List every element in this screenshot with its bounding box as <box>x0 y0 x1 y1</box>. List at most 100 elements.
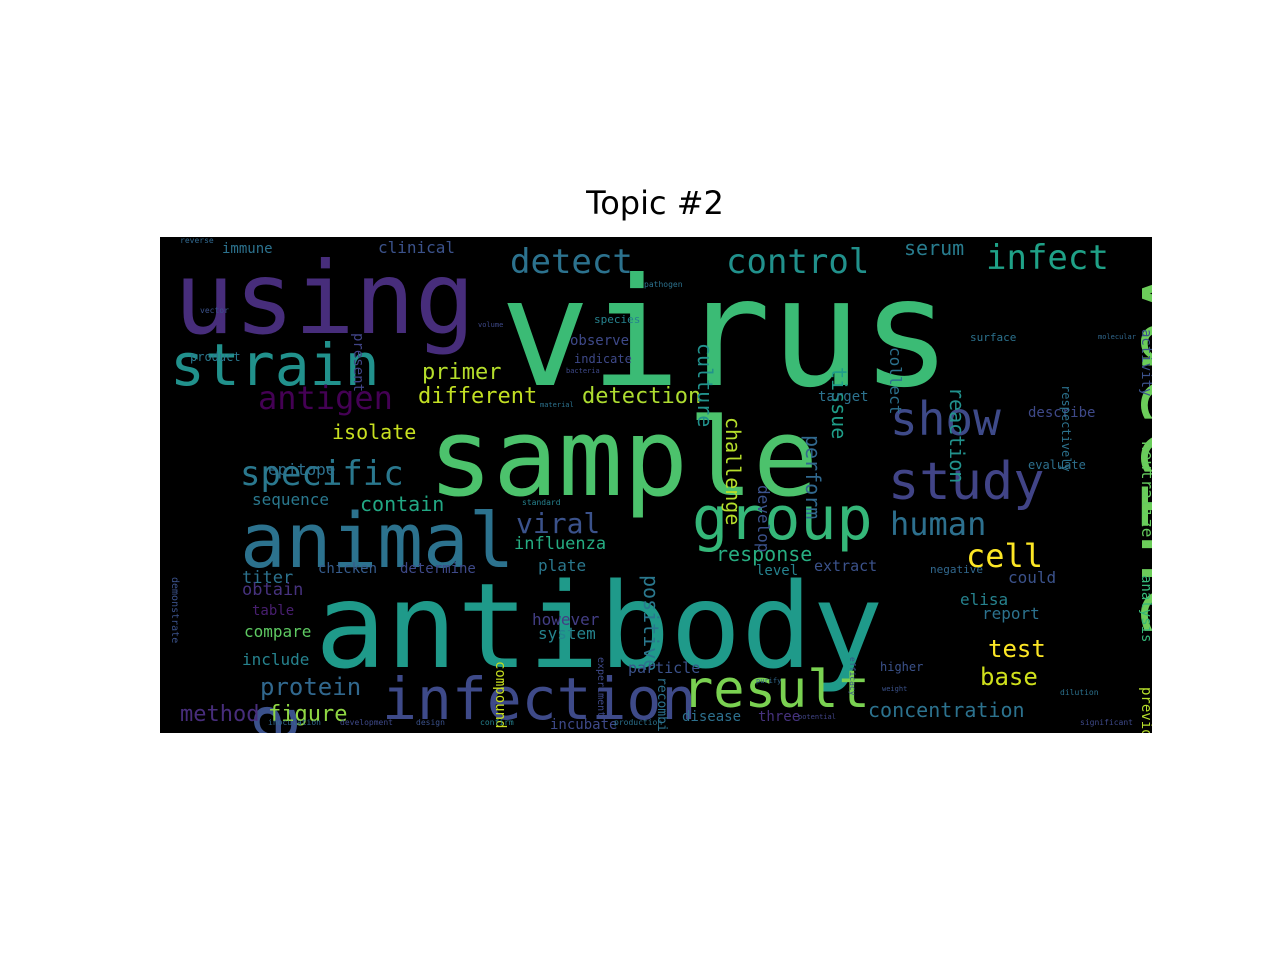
word-control: control <box>726 242 869 282</box>
word-pathogen: pathogen <box>644 280 683 289</box>
word-human: human <box>890 505 986 543</box>
word-detect: detect <box>510 242 633 282</box>
word-contain: contain <box>360 492 444 516</box>
word-develop: develop <box>754 485 773 552</box>
word-concentration: concentration <box>868 698 1025 722</box>
word-observe: observe <box>570 333 629 349</box>
word-base: base <box>980 663 1038 691</box>
word-analysis: analysis <box>1138 575 1152 642</box>
word-however: however <box>532 610 600 629</box>
word-virus: virus <box>500 247 952 421</box>
word-specific: specific <box>240 454 404 494</box>
word-table: table <box>252 603 294 619</box>
word-production: production <box>614 718 662 727</box>
word-antigen: antigen <box>258 379 393 417</box>
word-weight: weight <box>882 685 907 693</box>
word-influenza: influenza <box>514 534 606 554</box>
word-level: level <box>756 563 798 579</box>
word-reaction: reaction <box>945 387 969 483</box>
word-isolate: isolate <box>332 420 416 444</box>
word-system: system <box>538 624 596 643</box>
word-elisa: elisa <box>960 590 1008 609</box>
word-figure: figure <box>268 702 347 727</box>
word-respectively: respectively <box>1059 385 1073 472</box>
word-compound: compound <box>492 661 508 728</box>
word-development: development <box>340 718 393 727</box>
word-design: design <box>416 718 445 727</box>
word-strain: strain <box>170 331 380 399</box>
word-target: target <box>818 389 869 405</box>
word-obtain: obtain <box>242 580 303 600</box>
word-inoculation: inoculation <box>268 718 321 727</box>
word-study: study <box>888 452 1045 512</box>
word-negative: negative <box>930 563 983 576</box>
word-method: method <box>180 702 259 727</box>
word-could: could <box>1008 568 1056 587</box>
word-assay: assay <box>237 702 325 733</box>
word-incubate: incubate <box>550 717 617 733</box>
word-material: material <box>540 401 574 409</box>
word-titer: titer <box>242 568 293 588</box>
word-cell: cell <box>966 537 1043 575</box>
word-plate: plate <box>538 556 586 575</box>
word-antibody: antibody <box>315 557 883 695</box>
word-higher: higher <box>880 660 923 674</box>
word-extract: extract <box>814 557 877 575</box>
word-describe: describe <box>1028 405 1095 421</box>
word-response: response <box>716 542 812 566</box>
word-previously: previously <box>1138 687 1152 733</box>
word-volume: volume <box>478 321 503 329</box>
word-test: test <box>988 635 1046 663</box>
word-tissue: tissue <box>827 367 851 439</box>
word-different: different <box>418 384 537 409</box>
word-dilution: dilution <box>1060 688 1099 697</box>
word-group: group <box>692 484 873 554</box>
word-culture: culture <box>693 343 717 427</box>
word-report: report <box>982 604 1040 623</box>
word-indicate: indicate <box>574 352 632 366</box>
word-neutralize: neutralize <box>1138 441 1152 537</box>
word-detection: detection <box>582 384 701 409</box>
word-sample: sample <box>428 396 818 521</box>
word-sequence: sequence <box>252 490 329 509</box>
word-challenge: challenge <box>721 417 745 525</box>
word-species: species <box>594 313 640 326</box>
word-confirm: confirm <box>480 718 514 727</box>
word-infect: infect <box>986 238 1109 278</box>
word-determine: determine <box>400 561 476 577</box>
word-product: product <box>190 350 241 364</box>
chart-title: Topic #2 <box>586 184 724 222</box>
word-serum: serum <box>904 237 964 260</box>
word-potential: potential <box>798 713 836 721</box>
word-vaccine: vaccine <box>1121 267 1152 638</box>
word-demonstrate: demonstrate <box>169 577 180 643</box>
word-clinical: clinical <box>378 238 455 257</box>
word-primer: primer <box>422 360 501 385</box>
word-viral: viral <box>516 507 600 540</box>
word-standard: standard <box>522 498 561 507</box>
word-chicken: chicken <box>318 561 377 577</box>
word-perform: perform <box>801 435 825 519</box>
word-recombinant: recombinant <box>654 677 669 733</box>
word-purify: purify <box>756 677 781 685</box>
word-collect: collect <box>886 347 905 414</box>
word-bacteria: bacteria <box>566 367 600 375</box>
word-disease: disease <box>682 709 741 725</box>
word-evaluate: evaluate <box>1028 458 1086 472</box>
word-reverse: reverse <box>180 237 214 245</box>
word-vector: vector <box>200 306 229 315</box>
word-include: include <box>242 650 309 669</box>
word-activity: activity <box>1138 329 1152 396</box>
word-result: result <box>682 660 870 720</box>
word-show: show <box>890 392 1001 446</box>
word-epitope: epitope <box>268 460 335 479</box>
word-surface: surface <box>970 331 1016 344</box>
word-animal: animal <box>240 496 515 585</box>
word-efficacy: efficacy <box>848 657 857 696</box>
word-present: present <box>350 333 366 392</box>
word-positive: positive <box>639 575 663 671</box>
word-particle: particle <box>628 659 700 677</box>
word-protein: protein <box>260 673 361 701</box>
